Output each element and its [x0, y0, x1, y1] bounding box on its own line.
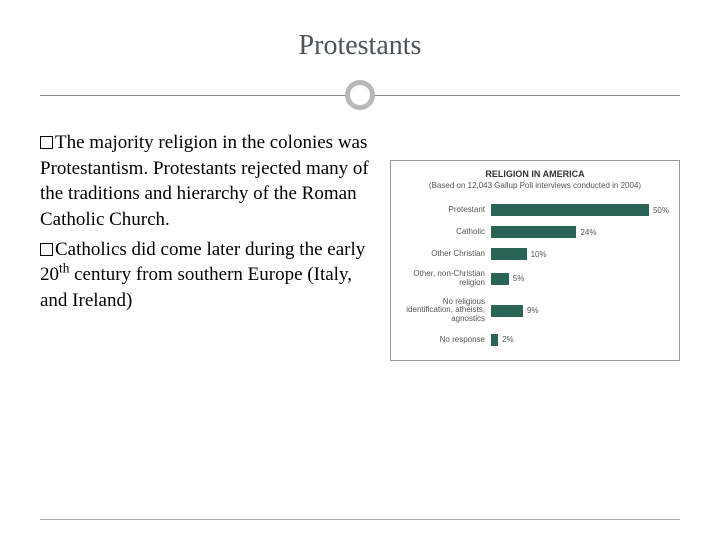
chart-row-value: 50% [653, 206, 669, 215]
chart-row: Other Christian 10% [401, 248, 669, 260]
chart-row: No response 2% [401, 334, 669, 346]
bullet-2-text: Catholics did come later during the earl… [40, 239, 365, 311]
bullet-2: Catholics did come later during the earl… [40, 237, 380, 314]
divider-circle-icon [345, 80, 375, 110]
chart-bar-area: 2% [491, 334, 669, 346]
page-title: Protestants [40, 30, 680, 62]
chart-rows: Protestant 50% Catholic 24% Other Christian 1… [401, 204, 669, 346]
chart-bar [491, 273, 509, 285]
chart-row: Catholic 24% [401, 226, 669, 238]
chart-bar-area: 5% [491, 273, 669, 285]
chart-row: No religious identification, atheists, a… [401, 298, 669, 324]
chart-row-value: 10% [531, 250, 547, 259]
chart-bar [491, 334, 498, 346]
chart-row-label: No response [401, 336, 491, 345]
chart-bar [491, 226, 576, 238]
chart-bar-area: 24% [491, 226, 669, 238]
chart-subtitle: (Based on 12,043 Gallup Poll interviews … [401, 181, 669, 190]
bullet-1: The majority religion in the colonies wa… [40, 130, 380, 233]
chart-row: Protestant 50% [401, 204, 669, 216]
chart-row-value: 5% [513, 274, 525, 283]
chart-row-label: No religious identification, atheists, a… [401, 298, 491, 324]
bullet-1-text: The majority religion in the colonies wa… [40, 132, 369, 230]
divider [40, 80, 680, 110]
chart-bar [491, 204, 649, 216]
chart-box: RELIGION IN AMERICA (Based on 12,043 Gal… [390, 160, 680, 361]
chart-row: Other, non-Christian religion 5% [401, 270, 669, 288]
slide: Protestants The majority religion in the… [0, 0, 720, 540]
chart-bar [491, 305, 523, 317]
chart-row-value: 2% [502, 335, 514, 344]
chart-row-label: Other, non-Christian religion [401, 270, 491, 288]
chart-column: RELIGION IN AMERICA (Based on 12,043 Gal… [390, 130, 680, 361]
chart-row-label: Protestant [401, 206, 491, 215]
bottom-divider [40, 519, 680, 520]
chart-row-value: 24% [580, 228, 596, 237]
chart-bar [491, 248, 527, 260]
chart-bar-area: 9% [491, 305, 669, 317]
chart-row-value: 9% [527, 306, 539, 315]
text-column: The majority religion in the colonies wa… [40, 130, 380, 361]
content-area: The majority religion in the colonies wa… [40, 130, 680, 361]
chart-title: RELIGION IN AMERICA [401, 169, 669, 179]
chart-row-label: Catholic [401, 228, 491, 237]
bullet-square-icon [40, 243, 53, 256]
bullet-square-icon [40, 136, 53, 149]
chart-bar-area: 50% [491, 204, 669, 216]
chart-bar-area: 10% [491, 248, 669, 260]
chart-row-label: Other Christian [401, 250, 491, 259]
